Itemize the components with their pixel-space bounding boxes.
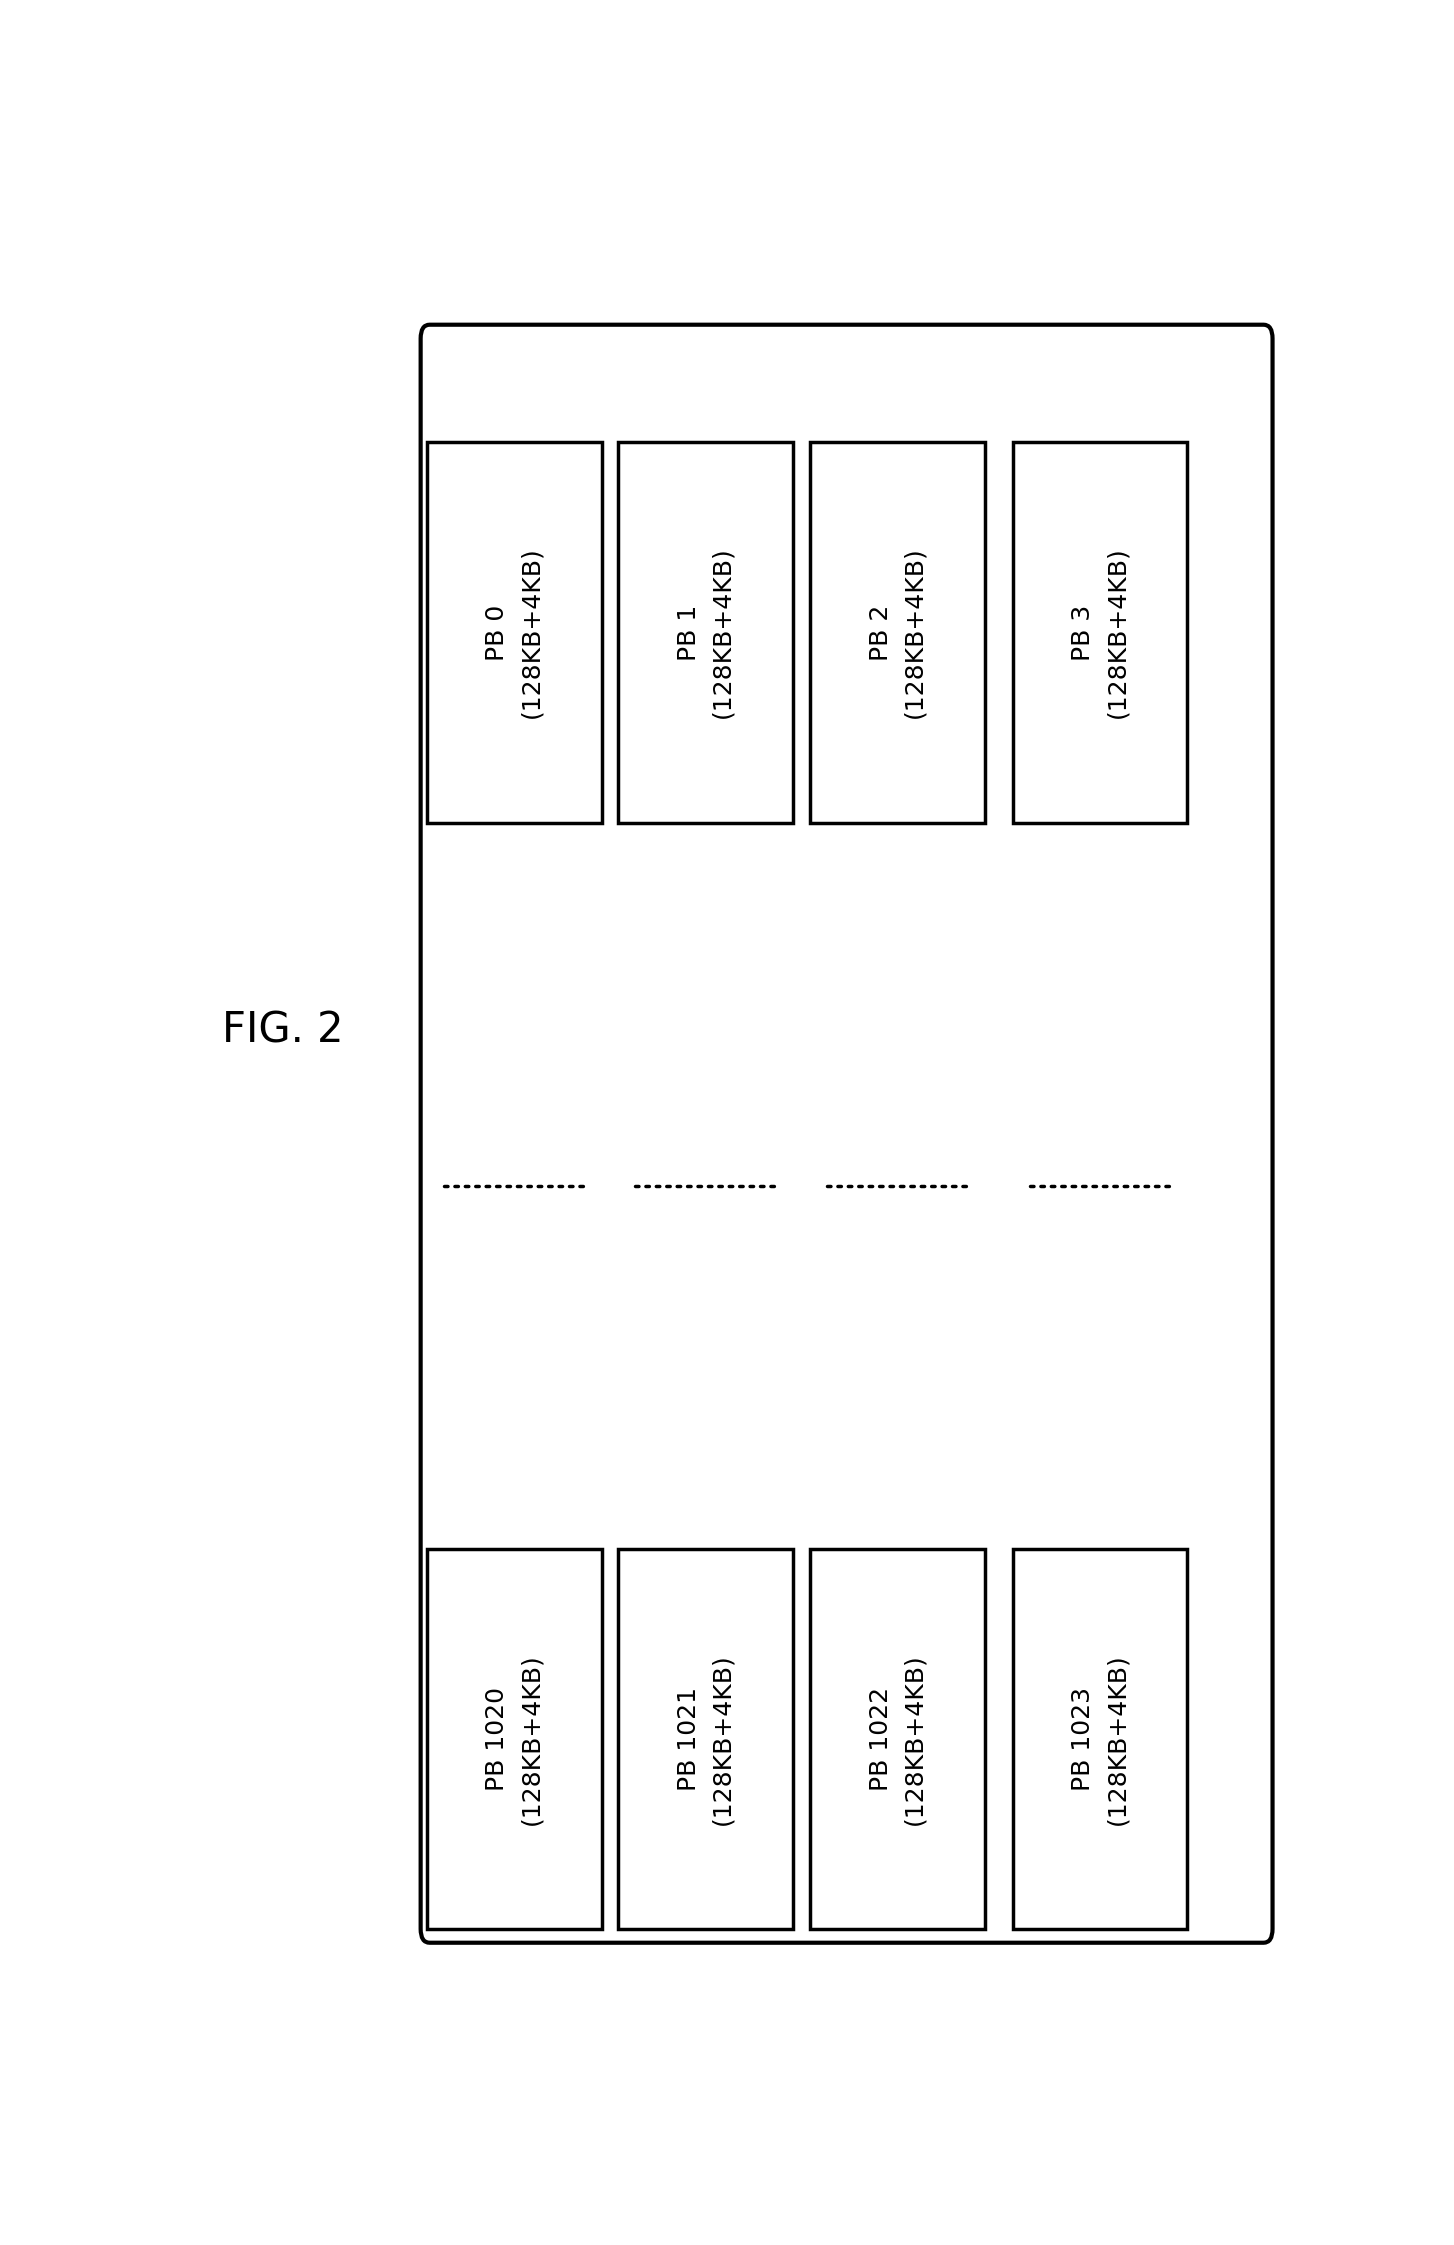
Text: PB 1021
(128KB+4KB): PB 1021 (128KB+4KB) xyxy=(678,1652,734,1825)
Text: PB 1023
(128KB+4KB): PB 1023 (128KB+4KB) xyxy=(1072,1652,1128,1825)
Text: PB 1022
(128KB+4KB): PB 1022 (128KB+4KB) xyxy=(868,1652,926,1825)
Text: PB 2
(128KB+4KB): PB 2 (128KB+4KB) xyxy=(868,546,926,718)
Text: FIG. 2: FIG. 2 xyxy=(222,1008,345,1051)
Text: PB 1020
(128KB+4KB): PB 1020 (128KB+4KB) xyxy=(486,1652,542,1825)
FancyBboxPatch shape xyxy=(810,1549,984,1928)
FancyBboxPatch shape xyxy=(618,1549,792,1928)
Text: PB 0
(128KB+4KB): PB 0 (128KB+4KB) xyxy=(486,546,542,718)
Text: PB 1
(128KB+4KB): PB 1 (128KB+4KB) xyxy=(678,546,734,718)
FancyBboxPatch shape xyxy=(420,326,1272,1942)
FancyBboxPatch shape xyxy=(810,442,984,822)
FancyBboxPatch shape xyxy=(618,442,792,822)
FancyBboxPatch shape xyxy=(1013,442,1188,822)
FancyBboxPatch shape xyxy=(1013,1549,1188,1928)
FancyBboxPatch shape xyxy=(427,442,602,822)
FancyBboxPatch shape xyxy=(427,1549,602,1928)
Text: PB 3
(128KB+4KB): PB 3 (128KB+4KB) xyxy=(1072,546,1128,718)
